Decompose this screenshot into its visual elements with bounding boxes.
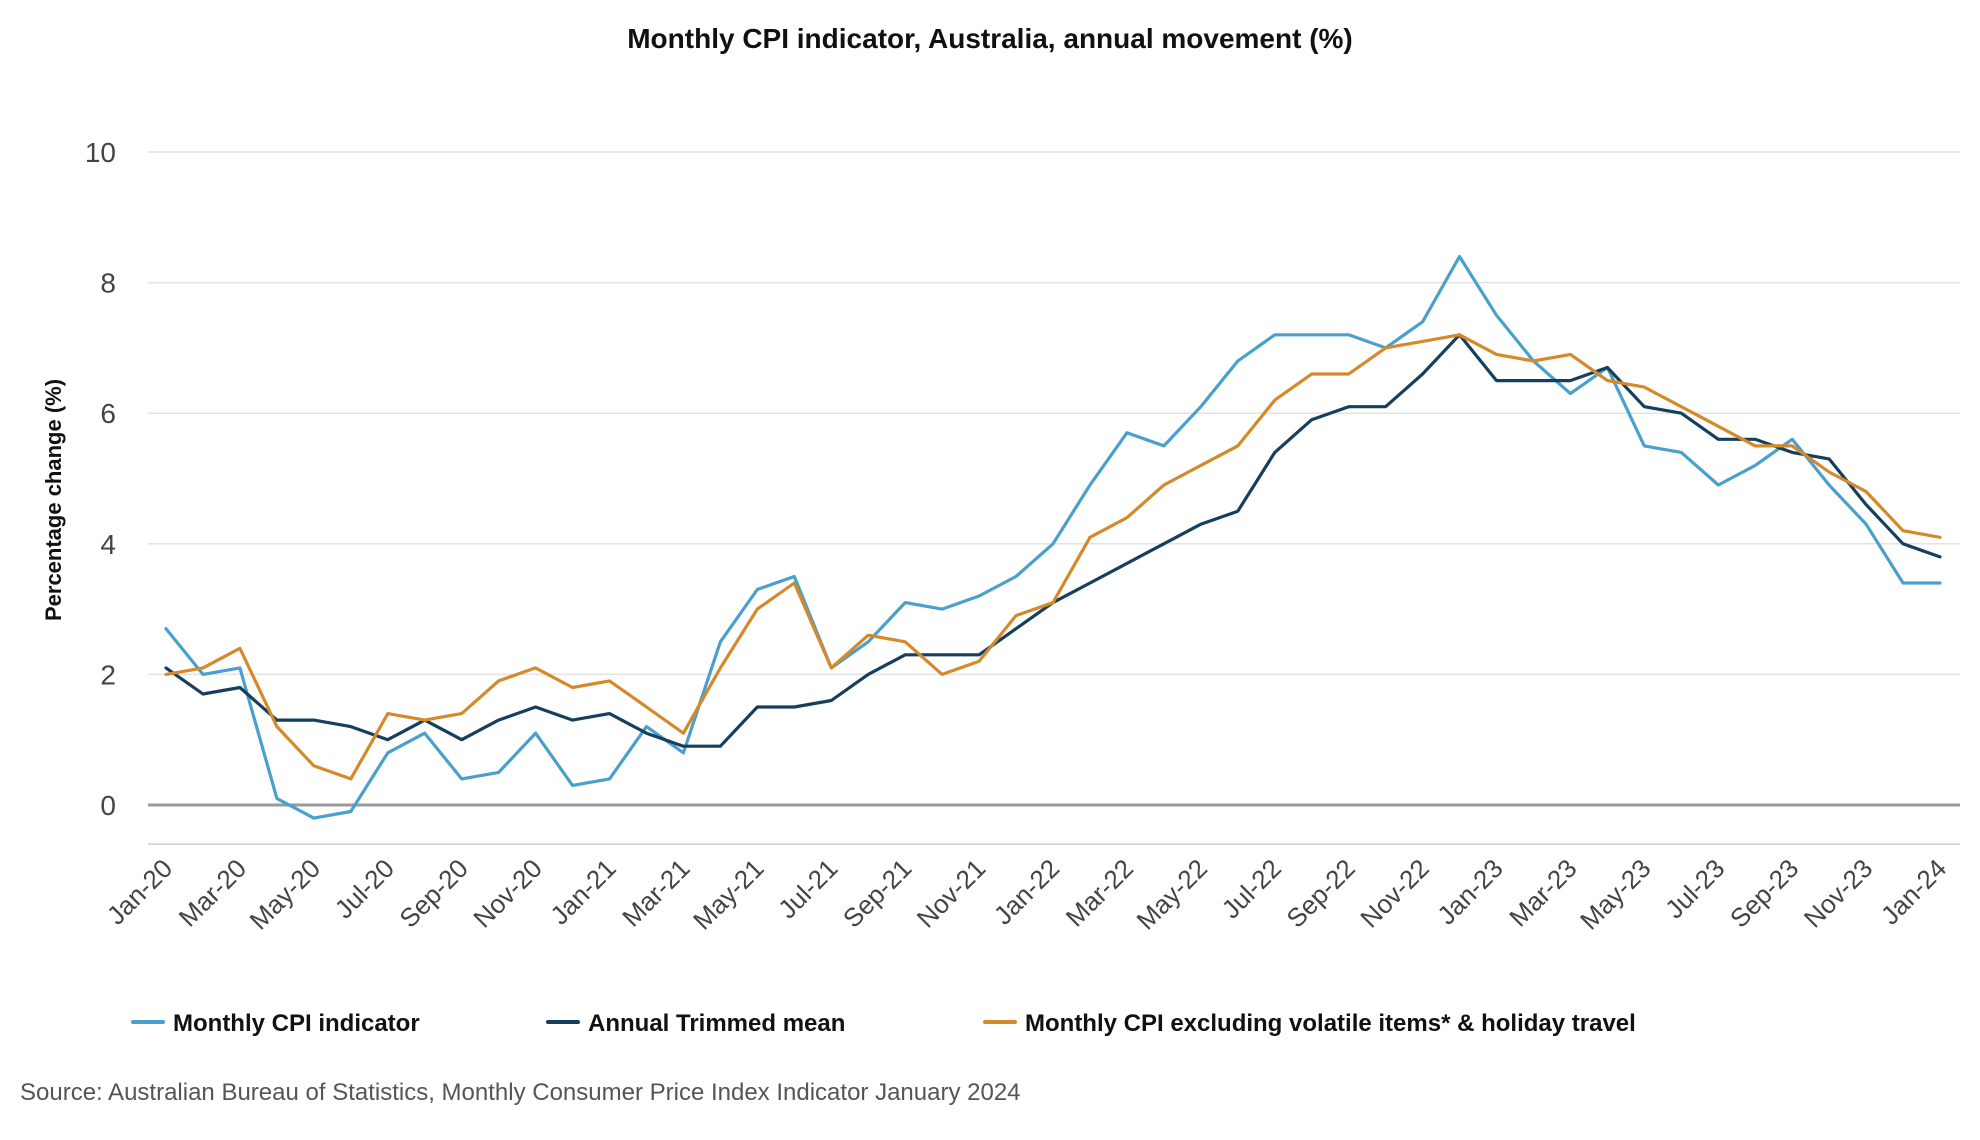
y-tick-label: 10 xyxy=(85,137,116,168)
chart-title: Monthly CPI indicator, Australia, annual… xyxy=(627,23,1353,54)
y-tick-label: 8 xyxy=(100,268,116,299)
source-note: Source: Australian Bureau of Statistics,… xyxy=(20,1079,1021,1106)
x-tick-label: Jan-23 xyxy=(1431,853,1508,930)
legend-label: Monthly CPI excluding volatile items* & … xyxy=(1025,1010,1636,1037)
x-tick-label: Mar-21 xyxy=(616,853,695,932)
x-tick-label: Sep-21 xyxy=(837,853,917,933)
x-tick-label: Sep-23 xyxy=(1724,853,1804,933)
x-tick-label: May-20 xyxy=(244,853,327,936)
x-tick-label: May-21 xyxy=(687,853,770,936)
x-tick-label: Sep-20 xyxy=(393,853,473,933)
legend: Monthly CPI indicator Annual Trimmed mean… xyxy=(131,1010,1636,1037)
x-tick-label: Jan-22 xyxy=(988,853,1065,930)
x-tick-label: Jan-24 xyxy=(1875,853,1952,930)
x-tick-label: Jul-21 xyxy=(772,853,843,924)
y-tick-label: 6 xyxy=(100,398,116,429)
legend-label: Annual Trimmed mean xyxy=(588,1010,845,1037)
x-tick-label: Mar-22 xyxy=(1060,853,1139,932)
y-axis-ticks: 0 2 4 6 8 10 xyxy=(85,137,116,821)
x-tick-label: May-23 xyxy=(1574,853,1657,936)
x-tick-label: Jul-22 xyxy=(1216,853,1287,924)
x-tick-label: Nov-21 xyxy=(911,853,991,933)
x-tick-label: Mar-23 xyxy=(1503,853,1582,932)
y-tick-label: 2 xyxy=(100,659,116,690)
x-tick-label: Jul-20 xyxy=(329,853,400,924)
x-tick-label: Nov-22 xyxy=(1354,853,1434,933)
legend-label: Monthly CPI indicator xyxy=(173,1010,420,1037)
x-tick-label: Nov-23 xyxy=(1798,853,1878,933)
x-tick-label: Sep-22 xyxy=(1280,853,1360,933)
y-tick-label: 0 xyxy=(100,790,116,821)
gridlines xyxy=(148,151,1960,845)
series-line-3 xyxy=(164,333,1942,781)
series-lines xyxy=(164,254,1942,820)
x-tick-label: Mar-20 xyxy=(173,853,252,932)
x-tick-label: Jul-23 xyxy=(1659,853,1730,924)
y-axis-label: Percentage change (%) xyxy=(41,379,66,621)
x-tick-label: Jan-21 xyxy=(544,853,621,930)
series-line-2 xyxy=(164,333,1942,748)
x-tick-label: May-22 xyxy=(1131,853,1214,936)
y-tick-label: 4 xyxy=(100,529,116,560)
series-line-1 xyxy=(164,254,1942,820)
x-tick-label: Nov-20 xyxy=(467,853,547,933)
x-tick-label: Jan-20 xyxy=(101,853,178,930)
